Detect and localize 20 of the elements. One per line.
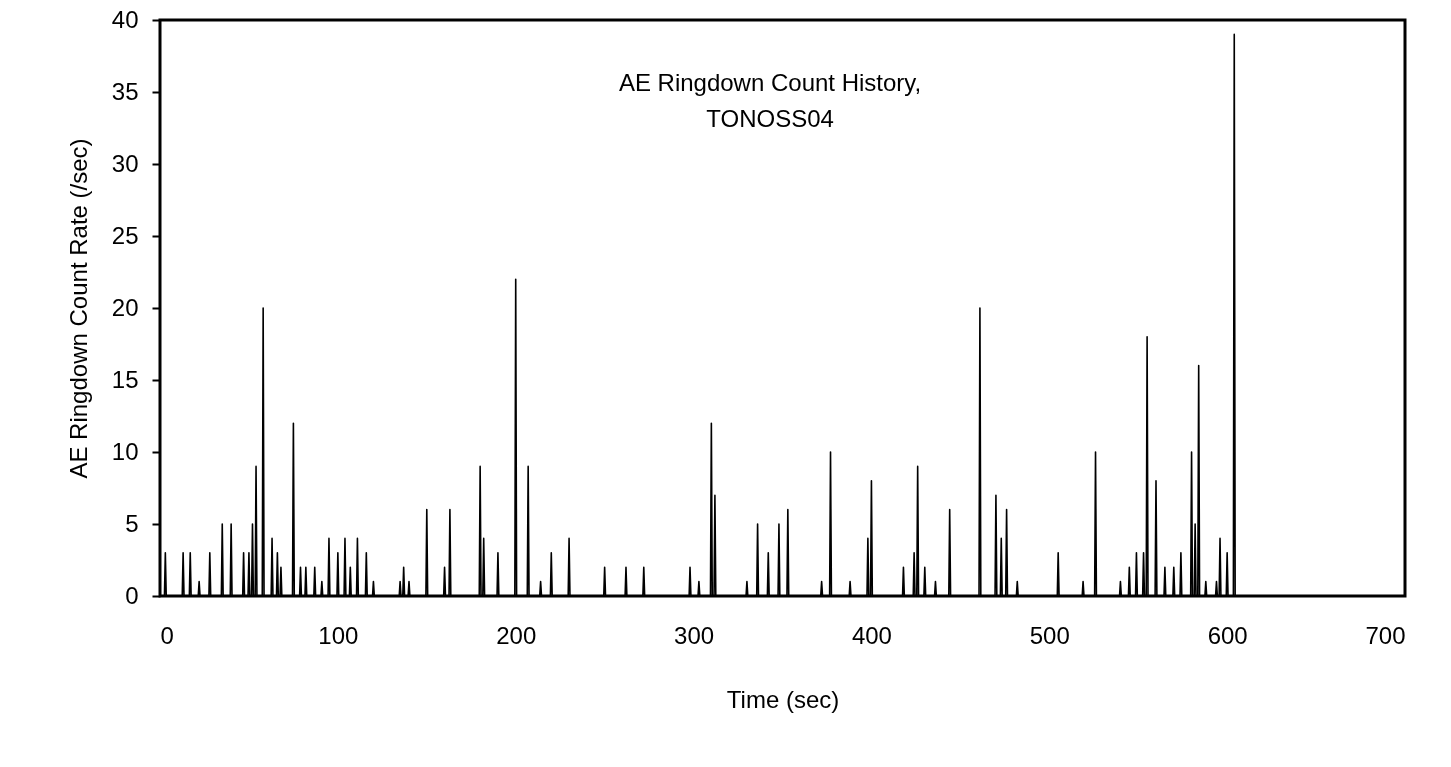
y-tick-label: 20 [111,293,139,321]
x-tick-label: 600 [1207,621,1248,649]
y-tick-label: 10 [111,437,139,465]
y-tick-label: 0 [125,581,139,609]
x-tick-label: 400 [851,621,892,649]
x-tick-label: 300 [674,621,715,649]
y-tick-label: 35 [111,77,139,105]
y-tick-label: 30 [111,149,139,177]
x-tick-label: 500 [1029,621,1070,649]
x-tick-label: 100 [318,621,359,649]
x-axis-title: Time (sec) [726,685,840,713]
y-axis-title: AE Ringdown Count Rate (/sec) [64,138,92,479]
x-tick-label: 700 [1365,621,1406,649]
x-tick-label: 200 [496,621,537,649]
y-tick-label: 40 [111,5,139,33]
y-tick-label: 25 [111,221,139,249]
y-tick-label: 5 [125,509,139,537]
x-tick-label: 0 [160,621,174,649]
y-tick-label: 15 [111,365,139,393]
text: AE Ringdown Count History, TONOSS04 [618,69,922,132]
